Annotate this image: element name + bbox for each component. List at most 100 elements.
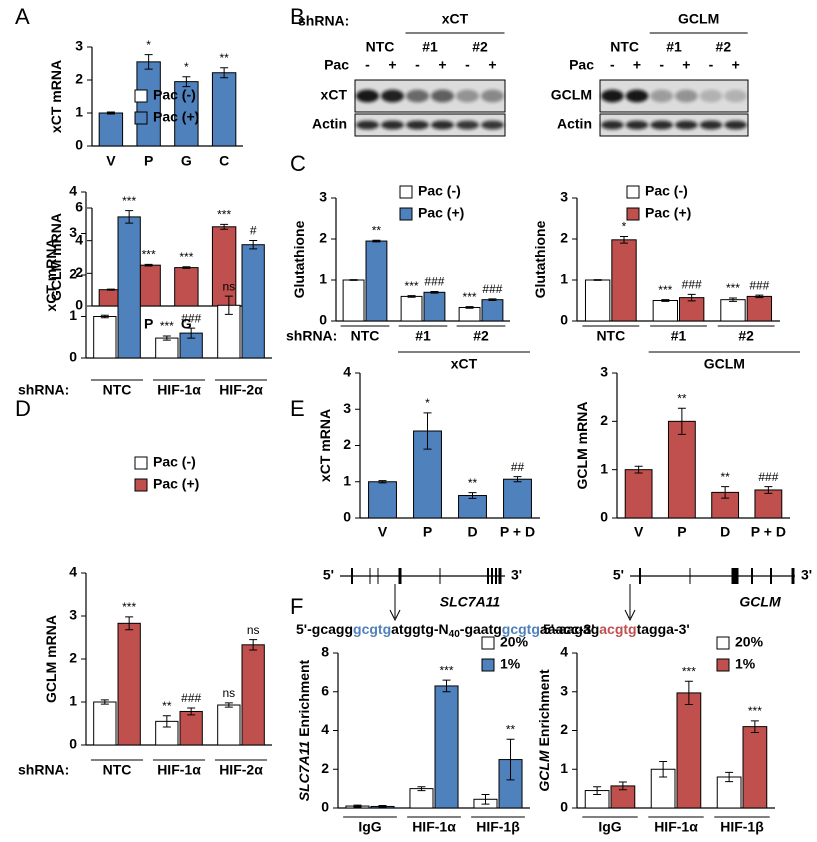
significance-label: ###: [482, 282, 502, 296]
y-tick-label: 0: [69, 736, 77, 752]
error-bar: [378, 804, 387, 808]
sequence-segment: atggtg-N: [391, 621, 449, 637]
bar: [409, 788, 434, 809]
blot-band: [406, 89, 429, 103]
error-bar: [659, 761, 668, 778]
x-tick-label: HIF-1β: [720, 819, 764, 835]
bar: [342, 279, 365, 322]
treatment-label: Pac: [324, 57, 349, 73]
significance-label: **: [468, 476, 478, 490]
significance-label: ***: [682, 664, 696, 678]
lane-label: NTC: [366, 39, 395, 55]
error-bar: [182, 266, 191, 269]
x-tick-label: #1: [415, 328, 431, 344]
error-bar: [220, 223, 229, 230]
y-tick-label: 4: [560, 644, 568, 660]
sequence-segment: 40: [449, 629, 461, 640]
error-bar: [593, 279, 602, 281]
error-bar: [349, 279, 358, 281]
exon: [770, 568, 772, 584]
y-tick-label: 1: [600, 460, 608, 476]
bar: [423, 291, 446, 322]
error-bar: [468, 492, 477, 499]
y-tick-label: 4: [69, 564, 77, 580]
blot-row-label: GCLM: [551, 87, 592, 103]
bar: [241, 244, 265, 359]
panel-label: F: [290, 594, 303, 619]
blot-band: [625, 120, 649, 130]
sequence-segment: 5'-gcagg: [296, 621, 353, 637]
error-bar: [721, 486, 730, 499]
exon: [731, 568, 739, 584]
sequence: 5'-gcagggcgtgatggtg-N40-gaatggcgtgaaacc-…: [296, 621, 595, 640]
blot-frame: [354, 79, 506, 113]
y-axis-label-text: GCLM mRNA: [43, 615, 59, 703]
error-bar: [224, 702, 233, 708]
y-tick-label: 4: [69, 183, 77, 199]
lane-label: #1: [666, 39, 682, 55]
panel-label: D: [15, 396, 31, 421]
legend-label: Pac (+): [153, 109, 199, 125]
legend-swatch: [481, 658, 495, 672]
legend-label: 1%: [735, 656, 756, 672]
exon: [369, 568, 371, 584]
lane-label: #2: [472, 39, 488, 55]
error-bar: [442, 679, 451, 693]
x-tick-label: NTC: [351, 328, 380, 344]
x-tick-label: HIF-2α: [219, 762, 263, 778]
blot-band: [431, 120, 454, 130]
x-tick-label: P: [144, 316, 153, 332]
bar: [754, 489, 783, 519]
y-tick-label: 6: [75, 199, 83, 215]
x-tick-label: V: [634, 524, 644, 540]
group-label: xCT: [451, 356, 478, 372]
sequence-segment: gcgtg: [502, 621, 540, 637]
blot-band: [699, 89, 723, 103]
y-tick-label: 0: [75, 297, 83, 313]
treatment-sign: +: [633, 57, 641, 73]
blot-band: [650, 120, 674, 130]
error-bar: [728, 297, 737, 302]
significance-label: ns: [222, 279, 235, 293]
error-bar: [106, 288, 115, 291]
bar: [434, 685, 459, 809]
significance-label: ###: [749, 278, 769, 292]
y-tick-label: 3: [75, 38, 83, 54]
blot-band: [600, 89, 624, 103]
legend-swatch: [716, 658, 730, 672]
error-bar: [100, 314, 109, 319]
bar: [481, 299, 504, 322]
y-tick-label: 2: [75, 71, 83, 87]
error-bar: [162, 715, 171, 728]
significance-label: ***: [726, 281, 740, 295]
treatment-sign: -: [709, 57, 714, 73]
blot-band: [356, 89, 379, 103]
blot-frame: [599, 113, 749, 137]
blot-band: [481, 89, 504, 103]
error-bar: [224, 295, 233, 315]
panel-label: C: [290, 151, 306, 176]
y-tick-label: 2: [69, 650, 77, 666]
legend-label: Pac (-): [418, 183, 461, 199]
significance-label: ***: [748, 704, 762, 718]
y-tick-label: 0: [321, 799, 329, 815]
error-bar: [750, 720, 759, 733]
y-tick-label: 4: [75, 231, 83, 247]
y-tick-label: 2: [343, 436, 351, 452]
gene-name: GCLM: [739, 594, 781, 610]
error-bar: [378, 480, 387, 484]
error-bar: [100, 699, 109, 705]
significance-label: **: [372, 223, 382, 237]
y-tick-label: 3: [600, 364, 608, 380]
y-tick-label: 3: [319, 189, 327, 205]
x-tick-label: NTC: [103, 382, 132, 398]
significance-label: ###: [758, 470, 778, 484]
x-tick-label: D: [720, 524, 730, 540]
error-bar: [144, 54, 153, 70]
x-axis-label: shRNA:: [18, 762, 69, 778]
blot-band: [699, 120, 723, 130]
x-tick-label: HIF-1β: [476, 819, 520, 835]
error-bar: [144, 263, 153, 267]
error-bar: [220, 67, 229, 79]
significance-label: ***: [122, 194, 136, 208]
